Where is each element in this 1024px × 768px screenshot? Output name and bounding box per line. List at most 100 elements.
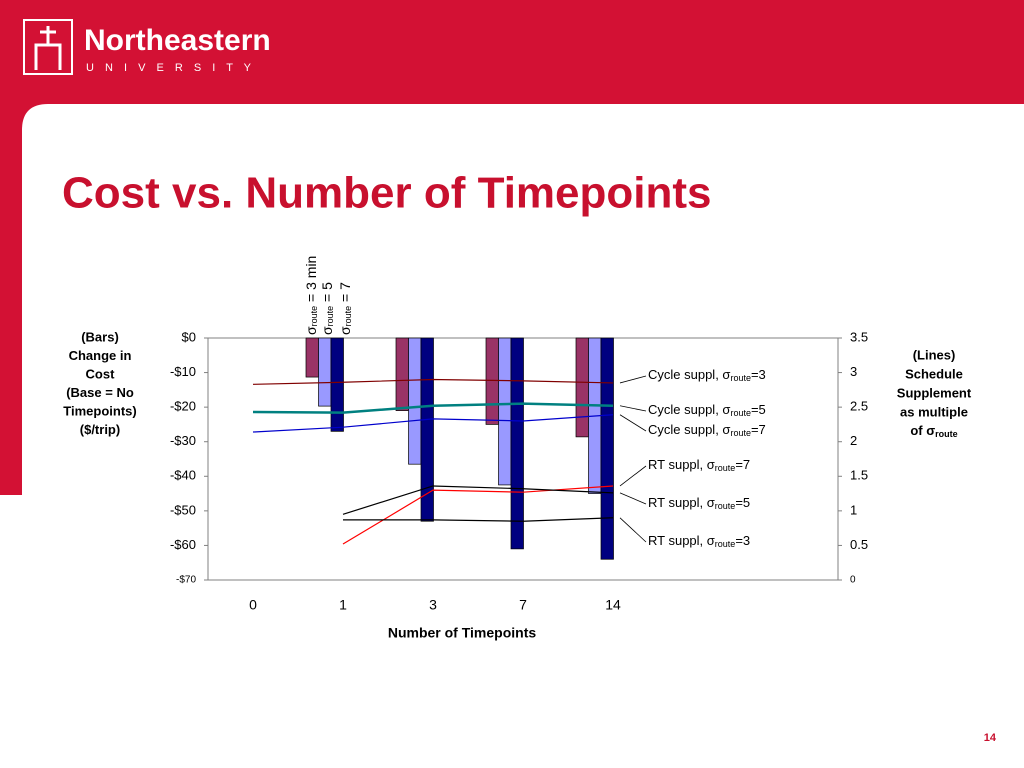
label-part: σ [319,326,335,335]
legend-label: RT suppl, σroute=5 [648,495,750,511]
label-part: Cycle suppl, σ [648,422,730,437]
label-part: =3 [735,533,750,548]
legend-label: Cycle suppl, σroute=3 [648,367,766,383]
y-tick-label: -$50 [170,502,196,517]
bar [600,337,614,560]
label-sub: route [715,539,736,549]
y-tick-label: -$60 [170,537,196,552]
logo [23,19,73,75]
legend-leader [619,405,647,412]
bar [330,337,344,432]
y-axis-title: Cost [86,366,116,381]
y-tick-label: -$10 [170,364,196,379]
bar [498,337,512,486]
legend-leader [619,465,647,487]
y2-axis-title: Schedule [905,366,963,381]
label-part: =7 [751,422,766,437]
logo-torch [34,26,62,70]
y2-axis-title-part: of σ [910,423,935,438]
label-sub: route [309,306,319,327]
legend-leader [619,517,647,543]
label-part: RT suppl, σ [648,457,715,472]
y-axis-title: Change in [69,348,132,363]
y-tick-label: -$30 [170,433,196,448]
label-part: σ [337,326,353,335]
slide-title: Cost vs. Number of Timepoints [62,169,712,218]
logo-icon [23,19,73,75]
y-axis-title: (Base = No [66,385,134,400]
x-tick-label: 3 [429,597,437,613]
bar [305,337,319,378]
bar [420,337,434,522]
y2-tick-label: 0 [850,575,856,586]
bar-series-label: σroute = 3 min [303,256,320,335]
legend-leader [619,492,647,505]
bar [408,337,422,465]
bar [318,337,332,407]
label-part: = 7 [337,282,353,306]
label-part: RT suppl, σ [648,533,715,548]
bar [510,337,524,550]
y2-axis-title: as multiple [900,404,968,419]
legend-label: RT suppl, σroute=3 [648,533,750,549]
line [343,517,614,522]
y-axis-title: ($/trip) [80,422,120,437]
line [252,414,614,433]
bar [575,337,589,438]
label-sub: route [325,306,335,327]
y2-tick-label: 2 [850,433,857,448]
label-part: =5 [735,495,750,510]
bar-series-label: σroute = 7 [337,282,354,335]
label-part: = 5 [319,282,335,306]
y2-tick-label: 1 [850,502,857,517]
label-sub: route [343,306,353,327]
label-part: = 3 min [303,256,319,306]
label-sub: route [715,501,736,511]
line [342,485,614,515]
x-axis-title: Number of Timepoints [388,625,537,641]
label-part: =5 [751,402,766,417]
y2-axis-title: of σroute [910,423,957,439]
label-part: =3 [751,367,766,382]
label-sub: route [730,373,751,383]
logo-subtitle: U N I V E R S I T Y [86,62,255,74]
x-tick-label: 7 [519,597,527,613]
label-part: RT suppl, σ [648,495,715,510]
legend-label: Cycle suppl, σroute=5 [648,402,766,418]
x-tick-label: 14 [605,597,621,613]
line [252,378,614,385]
y-tick-label: -$20 [170,399,196,414]
label-sub: route [715,463,736,473]
y2-axis-title: (Lines) [913,347,956,362]
y2-tick-label: 0.5 [850,537,868,552]
legend-label: RT suppl, σroute=7 [648,457,750,473]
y2-tick-label: 3.5 [850,329,868,344]
x-tick-label: 1 [339,597,347,613]
y-tick-label: $0 [182,329,196,344]
label-part: =7 [735,457,750,472]
label-part: Cycle suppl, σ [648,402,730,417]
label-part: Cycle suppl, σ [648,367,730,382]
legend-leader [619,375,647,384]
y-tick-label: -$40 [170,468,196,483]
label-sub: route [730,408,751,418]
x-tick-label: 0 [249,597,257,613]
y-axis-title: Timepoints) [63,403,136,418]
y2-tick-label: 2.5 [850,399,868,414]
y-tick-label: -$70 [176,575,196,586]
y2-axis-title: Supplement [897,385,972,400]
legend-leader [619,414,647,432]
y-axis-title: (Bars) [81,329,119,344]
line [342,485,614,545]
page-number: 14 [984,732,997,744]
bar-series-label: σroute = 5 [319,282,336,335]
bar [485,337,499,425]
panel-edge [0,495,22,768]
y2-tick-label: 3 [850,364,857,379]
logo-name: Northeastern [84,24,271,57]
legend-label: Cycle suppl, σroute=7 [648,422,766,438]
label-part: σ [303,326,319,335]
y2-axis-title-sub: route [935,429,958,439]
